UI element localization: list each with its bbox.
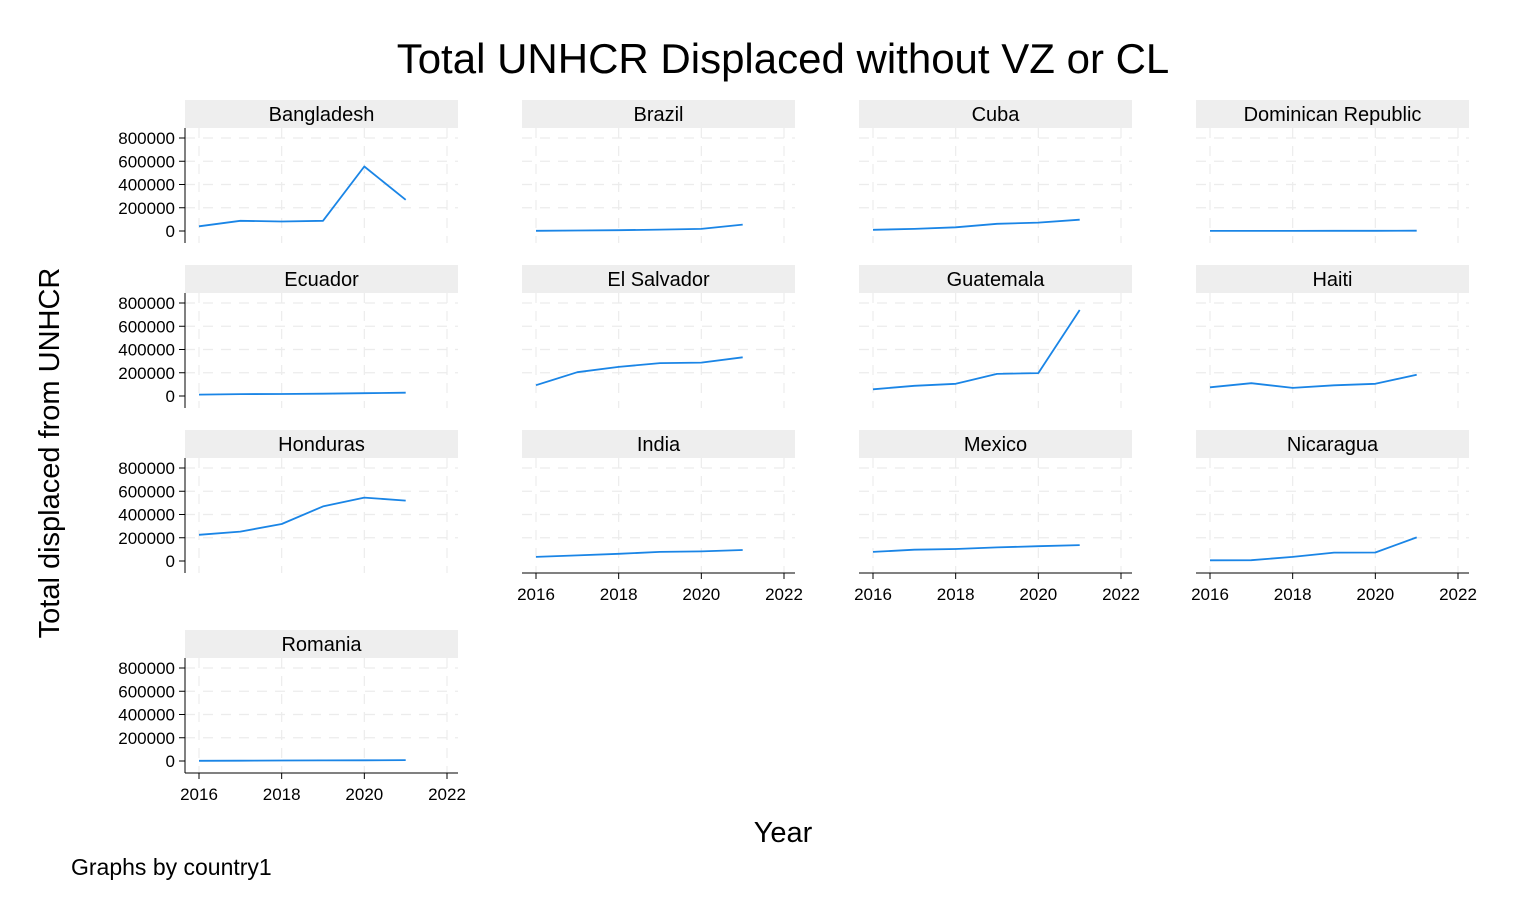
series-line bbox=[1209, 373, 1417, 389]
y-tick-label: 600000 bbox=[118, 317, 175, 336]
panel-header bbox=[1196, 265, 1469, 293]
panel-title: Ecuador bbox=[284, 269, 359, 291]
x-tick-label: 2022 bbox=[1102, 585, 1140, 604]
series-line bbox=[198, 496, 406, 536]
panel-nicaragua: Nicaragua 2016 2018 2020 2022 bbox=[1191, 430, 1477, 604]
x-tick-label: 2016 bbox=[517, 585, 555, 604]
series-line bbox=[872, 544, 1080, 553]
panel-title: Guatemala bbox=[947, 269, 1046, 291]
x-tick-label: 2022 bbox=[1439, 585, 1477, 604]
panel-header bbox=[522, 265, 795, 293]
series-line bbox=[872, 309, 1081, 391]
panel-romania: Romania 0 200000 400000 600000 800000 2016 2018… bbox=[118, 630, 466, 804]
series-line bbox=[535, 223, 743, 232]
x-tick-label: 2016 bbox=[180, 785, 218, 804]
panel-header bbox=[859, 430, 1132, 458]
y-tick-label: 600000 bbox=[118, 152, 175, 171]
y-tick-label: 200000 bbox=[118, 364, 175, 383]
y-tick-label: 800000 bbox=[118, 659, 175, 678]
series-line bbox=[535, 356, 743, 387]
panel-guatemala: Guatemala bbox=[859, 265, 1132, 408]
panel-header bbox=[1196, 430, 1469, 458]
y-tick-label: 0 bbox=[166, 387, 175, 406]
series-line bbox=[198, 759, 406, 762]
y-tick-label: 0 bbox=[166, 752, 175, 771]
series-line bbox=[198, 391, 406, 396]
y-tick-label: 800000 bbox=[118, 459, 175, 478]
series-line bbox=[1209, 536, 1418, 562]
y-tick-label: 600000 bbox=[118, 682, 175, 701]
x-tick-label: 2020 bbox=[1019, 585, 1057, 604]
panels-group: Bangladesh 0 200000 400000 600000 800000 Brazi… bbox=[118, 100, 1477, 804]
y-tick-label: 400000 bbox=[118, 706, 175, 725]
panel-title: Honduras bbox=[278, 434, 365, 456]
y-tick-label: 200000 bbox=[118, 729, 175, 748]
panel-header bbox=[1196, 100, 1469, 128]
panel-el-salvador: El Salvador bbox=[522, 265, 795, 408]
y-tick-label: 0 bbox=[166, 222, 175, 241]
panel-header bbox=[859, 265, 1132, 293]
panel-bangladesh: Bangladesh 0 200000 400000 600000 800000 bbox=[118, 100, 458, 243]
panel-title: Haiti bbox=[1312, 269, 1352, 291]
y-tick-label: 400000 bbox=[118, 506, 175, 525]
series-line bbox=[535, 549, 743, 558]
panel-haiti: Haiti bbox=[1196, 265, 1469, 408]
series-line bbox=[198, 165, 407, 228]
x-tick-label: 2022 bbox=[765, 585, 803, 604]
chart-title: Total UNHCR Displaced without VZ or CL bbox=[397, 35, 1170, 82]
x-tick-label: 2018 bbox=[263, 785, 301, 804]
y-tick-label: 600000 bbox=[118, 482, 175, 501]
x-tick-label: 2020 bbox=[1356, 585, 1394, 604]
x-tick-label: 2020 bbox=[345, 785, 383, 804]
series-line bbox=[872, 218, 1080, 231]
x-tick-label: 2022 bbox=[428, 785, 466, 804]
panel-title: Mexico bbox=[964, 434, 1027, 456]
panel-title: El Salvador bbox=[607, 269, 710, 291]
y-tick-label: 200000 bbox=[118, 199, 175, 218]
panel-header bbox=[185, 430, 458, 458]
y-tick-label: 0 bbox=[166, 552, 175, 571]
panel-title: Romania bbox=[281, 634, 362, 656]
x-tick-label: 2018 bbox=[937, 585, 975, 604]
x-tick-label: 2016 bbox=[854, 585, 892, 604]
y-tick-label: 800000 bbox=[118, 294, 175, 313]
panel-title: Brazil bbox=[633, 104, 683, 126]
panel-title: Dominican Republic bbox=[1244, 104, 1422, 126]
panel-header bbox=[522, 430, 795, 458]
x-tick-label: 2018 bbox=[1274, 585, 1312, 604]
panel-brazil: Brazil bbox=[522, 100, 795, 243]
panel-title: India bbox=[637, 434, 681, 456]
x-axis-label: Year bbox=[754, 817, 813, 849]
x-tick-label: 2020 bbox=[682, 585, 720, 604]
panel-header bbox=[185, 630, 458, 658]
panel-header bbox=[859, 100, 1132, 128]
y-axis-label: Total displaced from UNHCR bbox=[34, 268, 66, 639]
panel-india: India 2016 2018 2020 2022 bbox=[517, 430, 803, 604]
panel-cuba: Cuba bbox=[859, 100, 1132, 243]
x-tick-label: 2016 bbox=[1191, 585, 1229, 604]
panel-title: Nicaragua bbox=[1287, 434, 1379, 456]
panel-mexico: Mexico 2016 2018 2020 2022 bbox=[854, 430, 1140, 604]
x-tick-label: 2018 bbox=[600, 585, 638, 604]
y-tick-label: 400000 bbox=[118, 176, 175, 195]
y-tick-label: 800000 bbox=[118, 129, 175, 148]
panel-header bbox=[185, 100, 458, 128]
y-tick-label: 400000 bbox=[118, 341, 175, 360]
panel-honduras: Honduras 0 200000 400000 600000 800000 bbox=[118, 430, 458, 573]
panel-dominican-republic: Dominican Republic bbox=[1196, 100, 1469, 243]
panel-title: Bangladesh bbox=[269, 104, 375, 126]
panel-header bbox=[522, 100, 795, 128]
chart-note: Graphs by country1 bbox=[71, 854, 272, 880]
panel-ecuador: Ecuador 0 200000 400000 600000 800000 bbox=[118, 265, 458, 408]
y-tick-label: 200000 bbox=[118, 529, 175, 548]
panel-header bbox=[185, 265, 458, 293]
panel-title: Cuba bbox=[972, 104, 1021, 126]
